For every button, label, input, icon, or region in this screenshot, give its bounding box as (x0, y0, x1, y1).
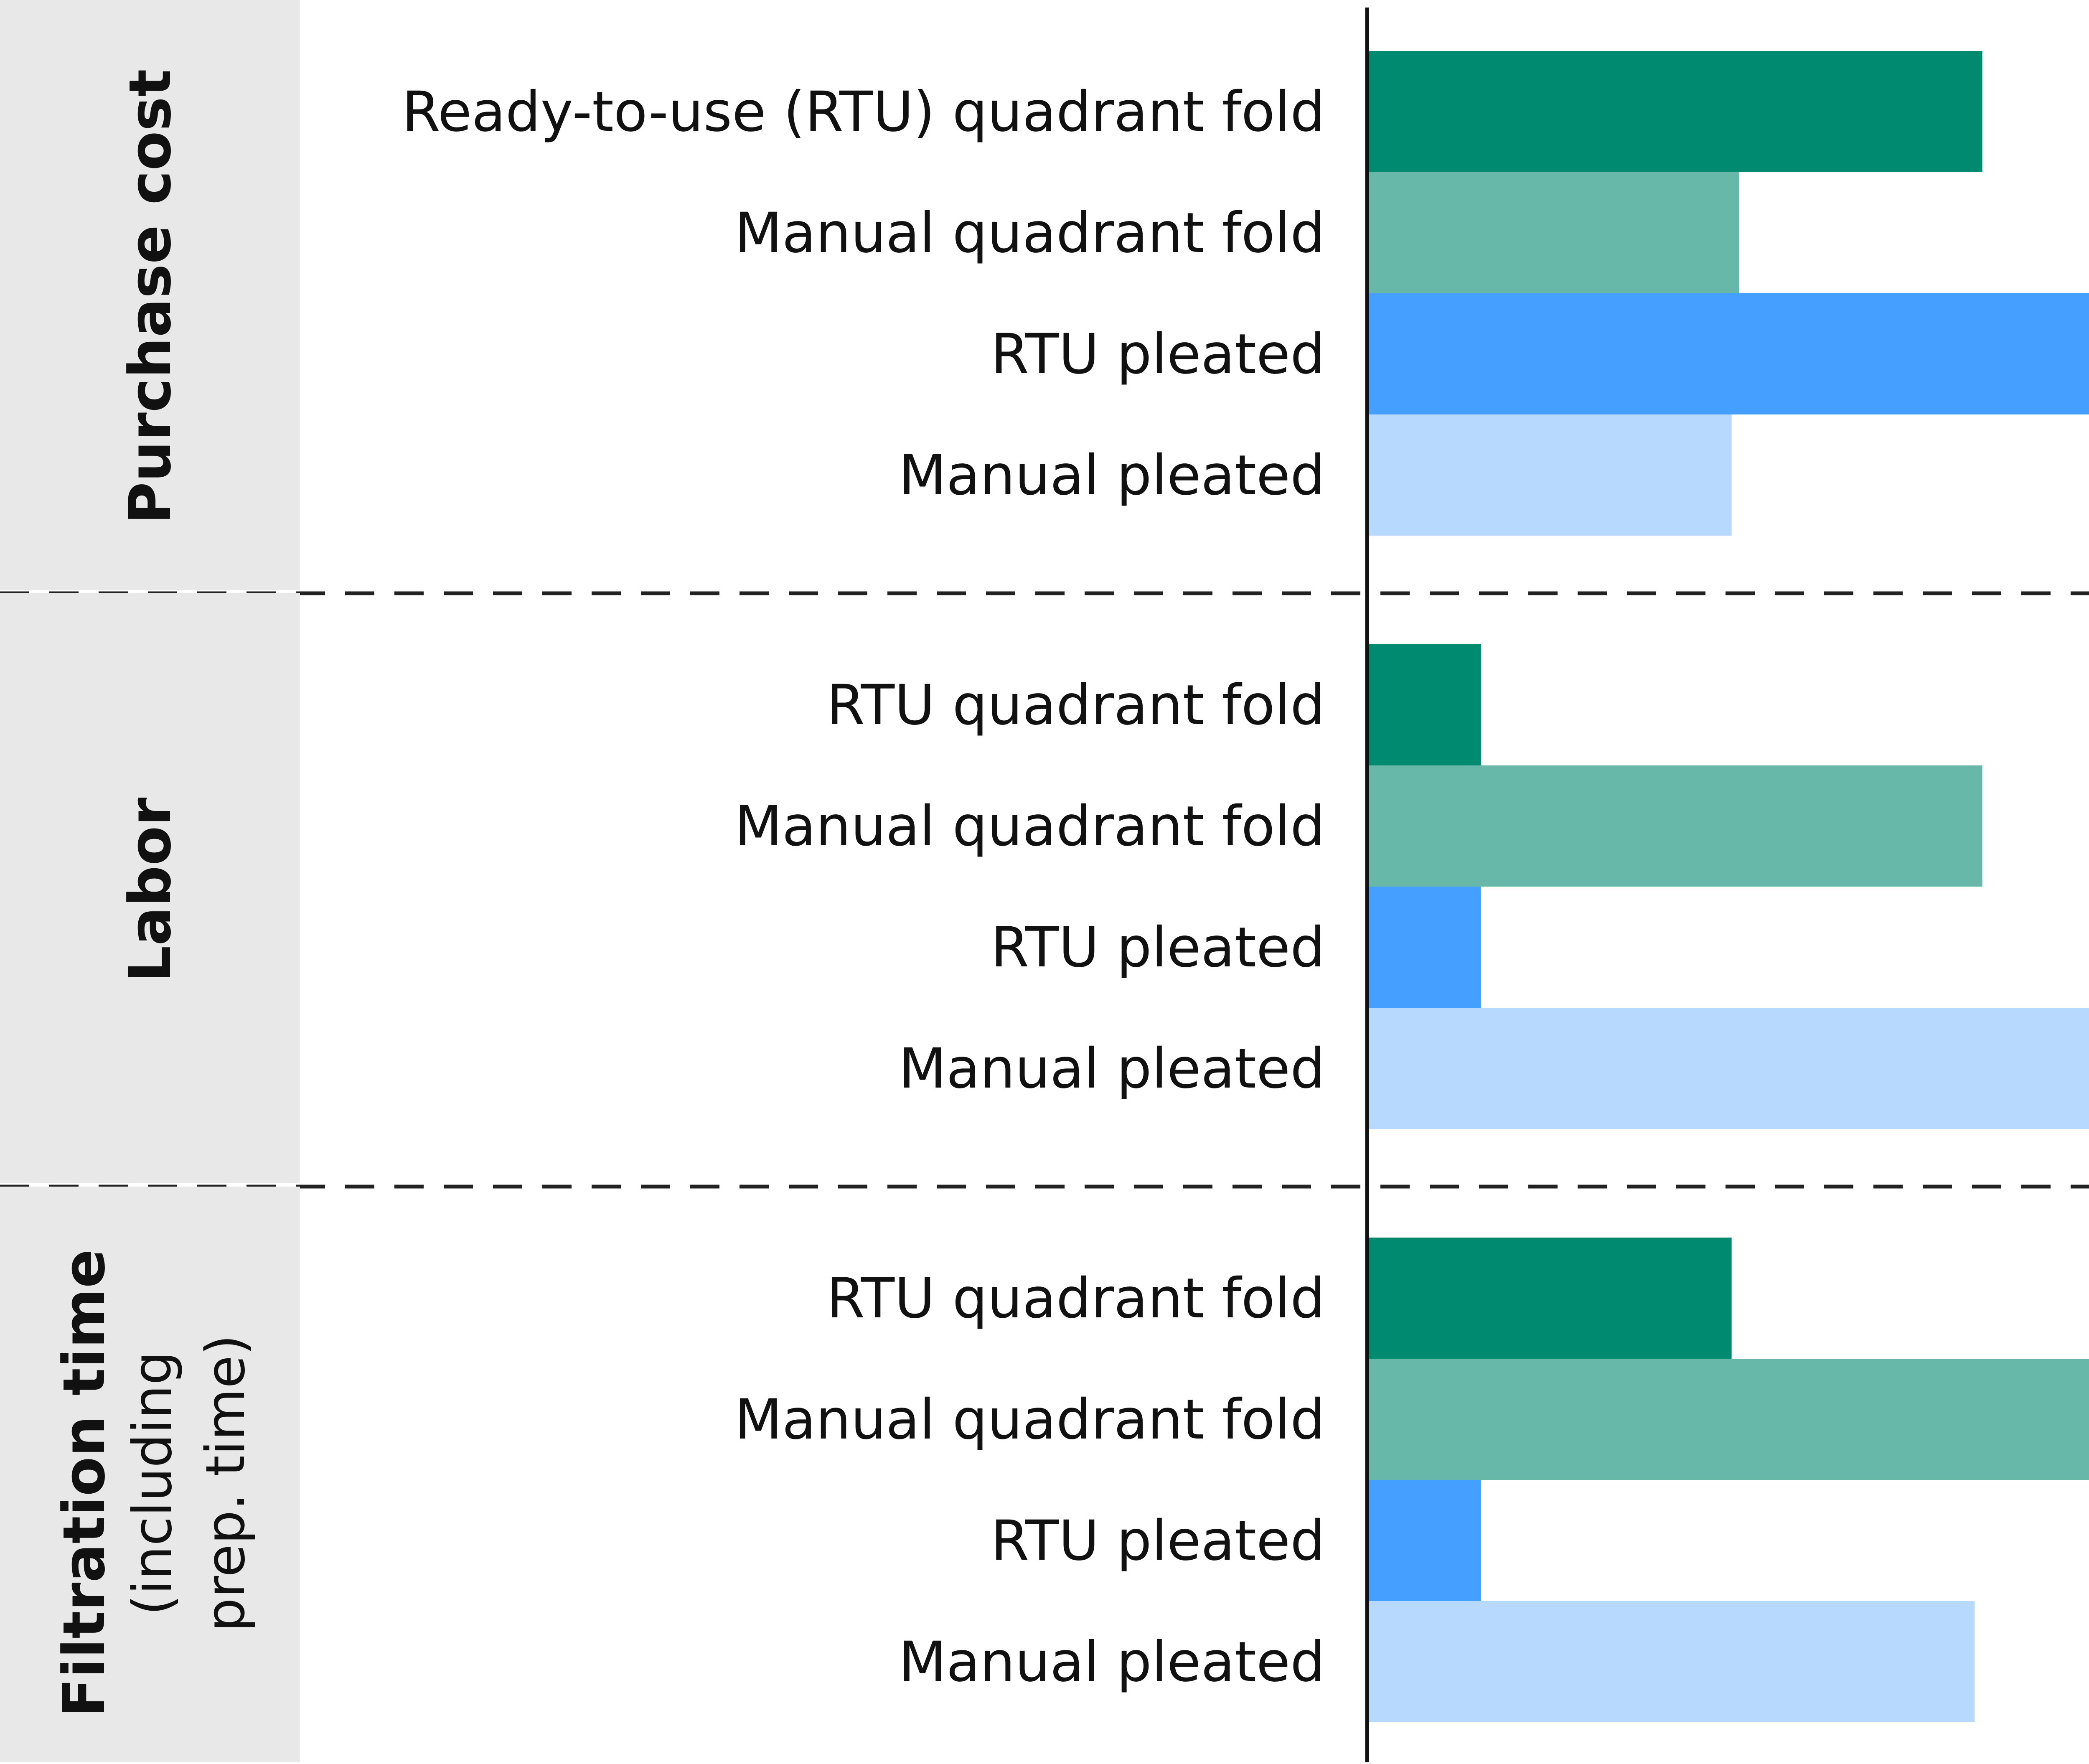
bar-label: RTU pleated (991, 1509, 1325, 1573)
group-title: Purchase cost (117, 69, 184, 524)
bar (1367, 1359, 2089, 1480)
bar-label: Manual quadrant fold (734, 1388, 1325, 1452)
group-band (0, 0, 300, 590)
bar-label: RTU pleated (991, 915, 1325, 980)
bar-label: Manual pleated (899, 443, 1325, 508)
bar (1367, 1238, 1732, 1359)
bar-label: RTU quadrant fold (826, 1266, 1325, 1331)
bar-label: Manual quadrant fold (734, 201, 1325, 265)
bar (1367, 414, 1732, 536)
bar-label: Ready-to-use (RTU) quadrant fold (402, 80, 1325, 144)
bar (1367, 1008, 2089, 1129)
bar-label: Manual pleated (899, 1630, 1325, 1694)
bar (1367, 1601, 1975, 1722)
bar (1367, 51, 1982, 172)
bar (1367, 887, 1481, 1008)
bar (1367, 1480, 1481, 1601)
bar (1367, 293, 2089, 414)
bar-label: RTU quadrant fold (826, 673, 1325, 737)
group-band (0, 593, 300, 1183)
bar-label: Manual quadrant fold (734, 794, 1325, 859)
group-2: Labor RTU quadrant fold Manual quadrant fo… (0, 593, 2089, 1183)
group-band (0, 1187, 300, 1762)
group-title: Filtration time (51, 1249, 118, 1717)
bar-label: Manual pleated (899, 1037, 1325, 1101)
bar (1367, 765, 1982, 887)
bar (1367, 172, 1739, 293)
group-title: Labor (117, 798, 184, 983)
bar-label: RTU pleated (991, 322, 1325, 386)
group-3: Filtration time (including prep. time) RTU … (0, 1187, 2089, 1762)
group-1: Purchase cost Ready-to-use (RTU) quadrant… (0, 0, 2089, 590)
group-subtitle: (including prep. time) (122, 1334, 257, 1632)
bar (1367, 644, 1481, 765)
